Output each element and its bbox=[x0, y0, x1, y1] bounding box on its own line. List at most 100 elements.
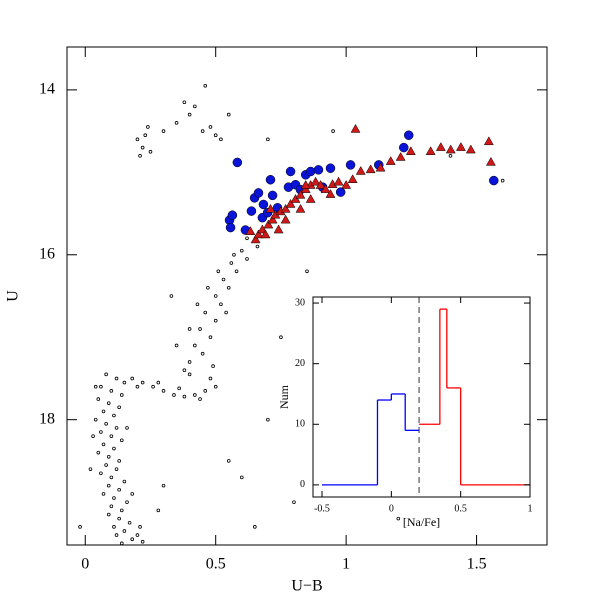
star-point bbox=[232, 252, 236, 257]
star-point bbox=[203, 389, 208, 393]
triangle-point bbox=[405, 146, 416, 155]
star-point bbox=[221, 277, 226, 282]
star-point bbox=[255, 244, 260, 249]
star-point bbox=[187, 360, 192, 364]
star-point bbox=[106, 512, 111, 517]
star-point bbox=[226, 285, 231, 290]
x-tick-label: 1 bbox=[528, 503, 533, 514]
star-point bbox=[99, 471, 103, 476]
star-point bbox=[138, 525, 142, 529]
x-tick-label: 0 bbox=[389, 503, 394, 514]
y-axis-label: Num bbox=[277, 384, 291, 409]
star-point bbox=[125, 500, 129, 504]
star-point bbox=[208, 376, 213, 381]
star-point bbox=[146, 125, 150, 129]
star-point bbox=[112, 413, 116, 418]
star-point bbox=[219, 137, 223, 142]
y-tick-label: 14 bbox=[39, 81, 55, 98]
star-point bbox=[226, 112, 231, 117]
star-point bbox=[125, 426, 129, 430]
x-axis-label: [Na/Fe] bbox=[403, 515, 440, 529]
star-point bbox=[101, 409, 106, 414]
star-point bbox=[122, 529, 127, 533]
y-tick-label: 30 bbox=[295, 297, 305, 308]
star-point bbox=[104, 421, 108, 426]
triangle-point bbox=[455, 142, 466, 151]
star-point bbox=[109, 475, 114, 480]
x-tick-label: 1 bbox=[342, 556, 350, 573]
triangle-point bbox=[347, 174, 358, 183]
star-point bbox=[96, 397, 101, 401]
star-point bbox=[112, 525, 116, 529]
star-point bbox=[193, 104, 197, 109]
star-point bbox=[213, 294, 218, 298]
star-point bbox=[138, 154, 142, 158]
star-point bbox=[122, 380, 127, 385]
x-tick-label: 0.5 bbox=[206, 556, 226, 573]
star-point bbox=[117, 516, 121, 521]
triangle-point bbox=[280, 214, 291, 224]
triangle-point bbox=[465, 144, 476, 154]
star-point bbox=[114, 426, 119, 430]
triangle-point bbox=[445, 144, 456, 154]
star-point bbox=[177, 386, 181, 391]
star-point bbox=[234, 269, 239, 274]
circle-point bbox=[225, 222, 236, 233]
star-point bbox=[104, 372, 108, 377]
star-point bbox=[211, 364, 215, 368]
star-point bbox=[114, 376, 119, 381]
circle-point bbox=[403, 130, 414, 140]
x-axis-label: U−B bbox=[291, 578, 322, 595]
triangle-point bbox=[365, 164, 376, 174]
y-tick-label: 16 bbox=[39, 245, 55, 262]
triangle-point bbox=[263, 219, 274, 229]
triangle-point bbox=[375, 162, 386, 172]
star-point bbox=[117, 405, 121, 410]
star-point bbox=[106, 454, 111, 459]
triangle-point bbox=[253, 229, 264, 239]
star-point bbox=[156, 508, 161, 513]
star-point bbox=[127, 520, 132, 525]
circle-point bbox=[265, 174, 276, 185]
star-point bbox=[187, 372, 192, 377]
star-point bbox=[174, 343, 179, 348]
x-tick-label: 0.5 bbox=[454, 503, 467, 514]
star-point bbox=[119, 438, 124, 443]
star-point bbox=[172, 393, 176, 397]
star-point bbox=[122, 479, 127, 484]
star-point bbox=[119, 393, 124, 397]
star-point bbox=[93, 417, 98, 422]
star-point bbox=[187, 327, 192, 331]
star-point bbox=[117, 487, 121, 492]
star-point bbox=[78, 525, 82, 529]
star-point bbox=[200, 129, 205, 133]
triangle-point bbox=[250, 234, 261, 244]
star-point bbox=[216, 269, 221, 274]
star-point bbox=[101, 442, 106, 447]
star-point bbox=[182, 100, 187, 105]
star-point bbox=[182, 368, 187, 373]
star-point bbox=[396, 516, 401, 521]
star-point bbox=[174, 121, 179, 125]
circle-point bbox=[267, 190, 278, 201]
star-point bbox=[112, 496, 116, 500]
star-point bbox=[266, 417, 270, 422]
star-point bbox=[140, 380, 145, 385]
triangle-point bbox=[425, 146, 436, 155]
star-point bbox=[500, 178, 505, 183]
triangle-point bbox=[267, 214, 278, 224]
plot-frame bbox=[312, 296, 531, 498]
star-point bbox=[161, 129, 166, 133]
triangle-point bbox=[483, 136, 494, 146]
star-point bbox=[93, 384, 98, 389]
x-tick-label: 1.5 bbox=[467, 556, 487, 573]
star-point bbox=[226, 459, 231, 463]
star-point bbox=[99, 384, 103, 389]
triangle-point bbox=[395, 151, 406, 161]
triangle-point bbox=[295, 203, 306, 213]
star-point bbox=[208, 125, 213, 129]
star-point bbox=[156, 380, 161, 385]
plot-frame bbox=[66, 46, 548, 546]
triangle-point bbox=[385, 156, 396, 165]
